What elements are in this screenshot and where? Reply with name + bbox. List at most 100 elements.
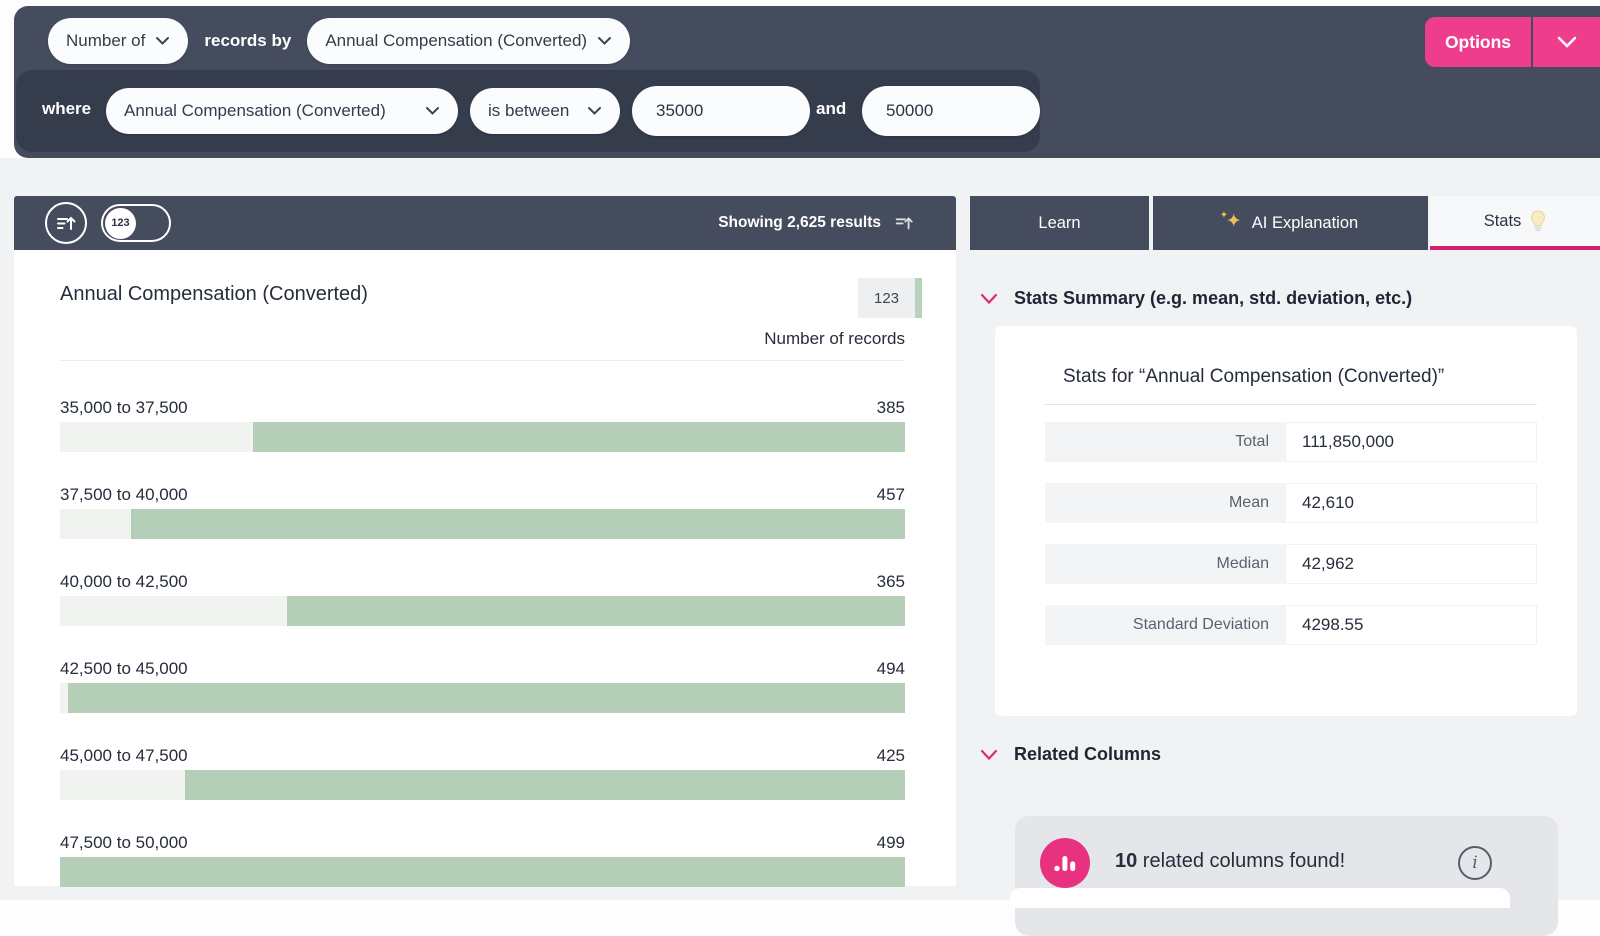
max-value-input[interactable] [862, 86, 1040, 136]
stats-summary-section-toggle[interactable]: Stats Summary (e.g. mean, std. deviation… [980, 288, 1412, 309]
histogram-row[interactable]: 47,500 to 50,000 499 [60, 821, 905, 887]
sort-arrow-up-icon [54, 211, 78, 235]
measure-dropdown[interactable]: Number of [48, 18, 188, 64]
stats-card-title: Stats for “Annual Compensation (Converte… [1063, 366, 1444, 388]
histogram-row[interactable]: 45,000 to 47,500 425 [60, 734, 905, 800]
bin-value: 365 [877, 572, 905, 592]
related-columns-section-toggle[interactable]: Related Columns [980, 744, 1161, 765]
stat-value: 4298.55 [1285, 605, 1537, 645]
bar-track [60, 770, 905, 800]
results-header: 123 Showing 2,625 results [14, 196, 956, 250]
options-button-label: Options [1445, 32, 1511, 53]
showing-results-text: Showing 2,625 results [718, 214, 881, 232]
dimension-dropdown[interactable]: Annual Compensation (Converted) [307, 18, 630, 64]
numeric-format-toggle[interactable]: 123 [101, 204, 171, 242]
tab-learn-label: Learn [1038, 214, 1080, 233]
bar-fill [287, 596, 905, 626]
chevron-down-icon [1556, 35, 1578, 49]
bin-label: 42,500 to 45,000 [60, 659, 188, 679]
lightbulb-icon [1530, 210, 1546, 232]
chevron-down-icon [425, 106, 440, 116]
numeric-column-badge: 123 [858, 278, 922, 318]
related-columns-title: Related Columns [1014, 744, 1161, 765]
divider [60, 360, 905, 361]
bar-fill [185, 770, 905, 800]
where-operator-dropdown[interactable]: is between [470, 88, 620, 134]
stats-card: Stats for “Annual Compensation (Converte… [995, 326, 1577, 716]
sort-results-button[interactable] [45, 202, 87, 244]
where-clause: where Annual Compensation (Converted) is… [16, 70, 1040, 152]
bar-track [60, 683, 905, 713]
stat-row: Total 111,850,000 [1045, 422, 1537, 462]
stat-row: Standard Deviation 4298.55 [1045, 605, 1537, 645]
stat-row: Mean 42,610 [1045, 483, 1537, 523]
related-count: 10 [1115, 850, 1137, 872]
showing-results-wrap: Showing 2,625 results [718, 212, 956, 234]
numeric-toggle-knob: 123 [105, 208, 136, 239]
where-operator-label: is between [488, 101, 569, 121]
histogram-panel: Annual Compensation (Converted) 123 Numb… [14, 250, 956, 886]
tab-stats[interactable]: Stats [1430, 196, 1600, 250]
bin-value: 499 [877, 833, 905, 853]
bar-fill [60, 857, 905, 887]
bin-value: 457 [877, 485, 905, 505]
chevron-down-icon [980, 293, 998, 305]
bin-value: 425 [877, 746, 905, 766]
records-by-label: records by [204, 31, 291, 51]
chart-badge-circle [1040, 838, 1090, 888]
bar-track [60, 509, 905, 539]
stat-label: Total [1045, 422, 1285, 462]
stat-label: Mean [1045, 483, 1285, 523]
stats-summary-title: Stats Summary (e.g. mean, std. deviation… [1014, 288, 1412, 309]
sparkles-icon: ✦✦ [1223, 212, 1243, 234]
bin-value: 494 [877, 659, 905, 679]
info-icon[interactable]: i [1458, 846, 1492, 880]
bar-track [60, 422, 905, 452]
bin-label: 37,500 to 40,000 [60, 485, 188, 505]
bin-label: 35,000 to 37,500 [60, 398, 188, 418]
chevron-down-icon [587, 106, 602, 116]
bar-fill [253, 422, 905, 452]
divider [1045, 404, 1537, 405]
histogram-row[interactable]: 40,000 to 42,500 365 [60, 560, 905, 626]
tab-ai-explanation[interactable]: ✦✦ AI Explanation [1153, 196, 1428, 250]
related-columns-card[interactable]: 10 related columns found! i [1015, 816, 1558, 936]
tab-learn[interactable]: Learn [970, 196, 1149, 250]
query-bar: Number of records by Annual Compensation… [14, 6, 1600, 158]
histogram-row[interactable]: 42,500 to 45,000 494 [60, 647, 905, 713]
and-label: and [816, 99, 846, 119]
bar-track [60, 596, 905, 626]
stat-value: 42,962 [1285, 544, 1537, 584]
dimension-dropdown-label: Annual Compensation (Converted) [325, 31, 587, 51]
measure-dropdown-label: Number of [66, 31, 145, 51]
where-column-label: Annual Compensation (Converted) [124, 101, 386, 121]
bar-chart-icon [1052, 850, 1078, 876]
stat-value: 111,850,000 [1285, 422, 1537, 462]
stat-label: Standard Deviation [1045, 605, 1285, 645]
bin-label: 45,000 to 47,500 [60, 746, 188, 766]
options-caret-button[interactable] [1533, 17, 1600, 67]
sort-arrow-up-icon[interactable] [893, 212, 915, 234]
histogram-row[interactable]: 35,000 to 37,500385 [60, 386, 905, 452]
stats-table: Total 111,850,000 Mean 42,610 Median 42,… [1045, 422, 1537, 666]
value-column-label: Number of records [764, 329, 905, 349]
stat-label: Median [1045, 544, 1285, 584]
stats-panel: Stats Summary (e.g. mean, std. deviation… [956, 250, 1600, 900]
stat-value: 42,610 [1285, 483, 1537, 523]
related-message-text: related columns found! [1137, 850, 1345, 872]
histogram-rows: 35,000 to 37,500385 37,500 to 40,000457 … [60, 386, 905, 908]
bin-label: 47,500 to 50,000 [60, 833, 188, 853]
next-card-peek [1010, 888, 1510, 908]
tab-stats-label: Stats [1484, 212, 1522, 231]
bar-fill [68, 683, 905, 713]
options-button[interactable]: Options [1425, 17, 1531, 67]
bin-label: 40,000 to 42,500 [60, 572, 188, 592]
where-label: where [42, 99, 91, 119]
chevron-down-icon [980, 749, 998, 761]
where-column-dropdown[interactable]: Annual Compensation (Converted) [106, 88, 458, 134]
histogram-row[interactable]: 37,500 to 40,000 457 [60, 473, 905, 539]
bar-track [60, 857, 905, 887]
stat-row: Median 42,962 [1045, 544, 1537, 584]
min-value-input[interactable] [632, 86, 810, 136]
query-row-measure: Number of records by Annual Compensation… [48, 18, 630, 64]
